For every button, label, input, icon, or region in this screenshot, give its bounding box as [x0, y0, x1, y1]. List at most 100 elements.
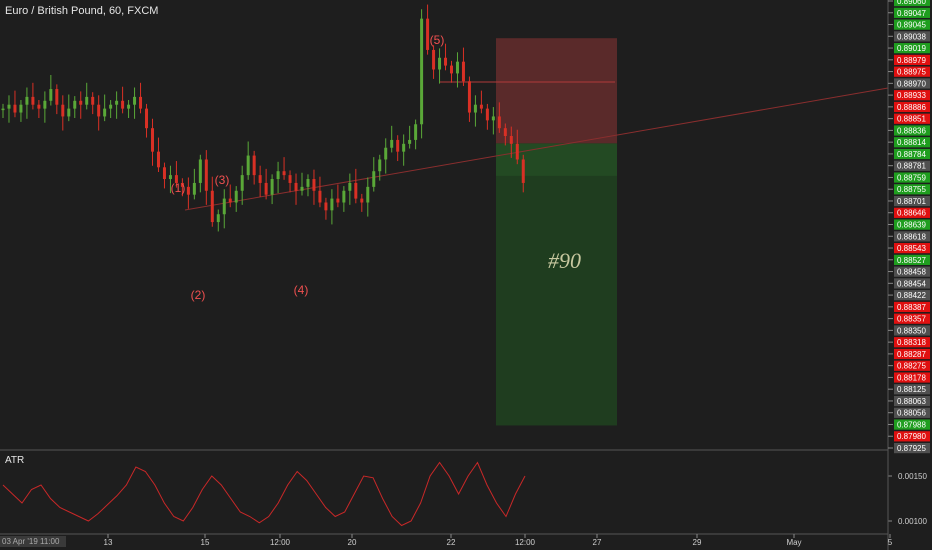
candle-body	[264, 182, 268, 195]
candle-body	[73, 100, 77, 109]
time-tick-label: 12:00	[270, 538, 291, 547]
time-tick-label: 13	[104, 538, 113, 547]
chart-title: Euro / British Pound, 60, FXCM	[5, 5, 159, 17]
price-label-box	[894, 160, 930, 171]
price-label-box	[894, 195, 930, 207]
price-label-box	[894, 348, 930, 360]
price-label-box	[894, 125, 930, 136]
candle-body	[186, 186, 190, 195]
candle-body	[414, 124, 418, 140]
candle-body	[461, 61, 465, 82]
candle-body	[222, 198, 226, 215]
candle-body	[426, 18, 430, 50]
candle-body	[49, 89, 53, 101]
candle-body	[1, 108, 5, 111]
price-label: 0.89038	[897, 32, 926, 41]
price-label: 0.88759	[897, 173, 926, 182]
candle-body	[450, 65, 453, 74]
price-label: 0.87925	[897, 444, 926, 453]
price-label: 0.88387	[897, 303, 926, 312]
candle-body	[420, 18, 424, 125]
price-label: 0.89060	[897, 0, 926, 6]
wave-label: (5)	[430, 33, 445, 47]
candle-body	[25, 96, 29, 105]
candle-body	[318, 190, 322, 203]
price-label: 0.88781	[897, 162, 926, 171]
candle-body	[198, 159, 202, 183]
candle-body	[336, 198, 340, 203]
time-tick-label: 15	[201, 538, 210, 547]
price-label: 0.87980	[897, 432, 926, 441]
time-tick-label: 12:00	[515, 538, 536, 547]
price-label-box	[894, 231, 930, 242]
price-label-box	[894, 395, 930, 407]
candle-body	[390, 139, 394, 148]
price-label: 0.88318	[897, 338, 926, 347]
candle-body	[444, 57, 448, 66]
price-axis[interactable]: 0.89060 0.89047 0.89045 0.89038 0.89019 0.889…	[887, 0, 930, 550]
price-label-box	[894, 148, 930, 160]
price-label-box	[894, 243, 930, 254]
candle-body	[55, 89, 59, 105]
candle-body	[324, 202, 328, 211]
candle-body	[240, 175, 244, 191]
candle-body	[168, 175, 172, 180]
price-label: 0.88056	[897, 409, 926, 418]
candle-body	[43, 100, 47, 109]
candle-body	[503, 128, 507, 137]
price-label: 0.88639	[897, 221, 926, 230]
price-label-box	[894, 31, 930, 42]
price-label-box	[894, 431, 930, 442]
price-label: 0.88063	[897, 397, 926, 406]
candle-body	[473, 104, 477, 113]
price-label-box	[894, 384, 930, 395]
candle-body	[121, 100, 125, 109]
price-label: 0.88458	[897, 268, 926, 277]
price-label-box	[894, 0, 930, 7]
candle-body	[216, 214, 220, 223]
candle-body	[145, 108, 149, 129]
price-label-box	[894, 360, 930, 371]
wave-label: (4)	[294, 283, 309, 297]
price-label-box	[894, 278, 930, 289]
price-label-box	[894, 407, 930, 418]
candle-body	[515, 143, 519, 160]
price-label-box	[894, 372, 930, 383]
price-label-box	[894, 419, 930, 430]
candle-body	[408, 139, 412, 144]
price-label: 0.88851	[897, 115, 926, 124]
wave-label: (3)	[215, 173, 230, 187]
candle-body	[156, 151, 160, 168]
candle-body	[109, 104, 113, 109]
price-label-box	[894, 254, 930, 265]
atr-line	[2, 461, 526, 527]
candle-body	[234, 190, 238, 203]
position-zones	[496, 38, 617, 426]
candle-body	[127, 104, 131, 109]
time-axis[interactable]: 13 15 12:00 20 22 12:00 27 29 May 5	[0, 533, 893, 547]
price-label: 0.88422	[897, 291, 926, 300]
candle-body	[354, 182, 358, 199]
candle-body	[276, 171, 280, 180]
candle-body	[360, 198, 364, 203]
price-label: 0.88125	[897, 385, 926, 394]
price-label: 0.88784	[897, 150, 926, 159]
wave-label: (2)	[191, 288, 206, 302]
candle-body	[258, 175, 262, 183]
candle-body	[97, 104, 101, 117]
time-tick-label: 5	[888, 538, 893, 547]
price-label-box	[894, 113, 930, 124]
candle-body	[162, 167, 166, 180]
candle-body	[479, 104, 483, 109]
price-label-box	[894, 207, 930, 218]
time-tick-label: 27	[593, 538, 602, 547]
price-label: 0.88814	[897, 138, 926, 147]
candle-body	[384, 147, 388, 160]
price-label-box	[894, 172, 930, 183]
wave-label: (1)	[171, 181, 186, 195]
price-label: 0.88755	[897, 185, 926, 194]
time-tick-label: 29	[693, 538, 702, 547]
price-label-box	[894, 313, 930, 324]
price-label: 0.88886	[897, 103, 926, 112]
